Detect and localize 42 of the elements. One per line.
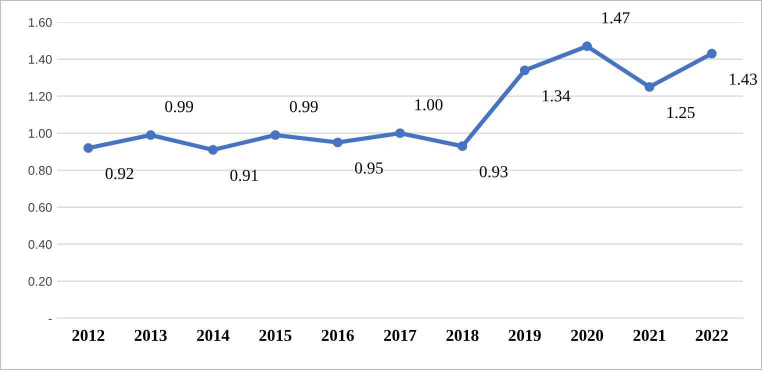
text: 1.47: [602, 12, 630, 24]
text: 1.34: [542, 90, 570, 102]
x-tick-label: 2016: [322, 330, 354, 342]
x-tick-label: 2015: [259, 330, 292, 342]
text: 0.99: [290, 100, 318, 112]
x-tick-label: 2022: [696, 330, 728, 342]
y-tick-label: 0.40: [28, 240, 52, 249]
y-tick-label: 0.60: [28, 203, 52, 212]
y-tick-label: 0.80: [28, 166, 52, 175]
y-tick-label: -: [48, 318, 52, 320]
text: 0.93: [480, 166, 508, 178]
text: 1.25: [668, 106, 695, 118]
point: [520, 65, 530, 76]
x-tick-label: 2014: [197, 330, 230, 342]
x-tick-label: 2012: [72, 330, 104, 342]
y-tick-label: 1.60: [28, 18, 52, 27]
point: [458, 141, 468, 152]
point: [270, 130, 280, 140]
x-tick-label: 2020: [571, 330, 604, 342]
text: 0.92: [106, 168, 134, 180]
text: 0.91: [230, 170, 258, 182]
point: [83, 143, 94, 153]
y-tick-label: 1.00: [28, 129, 52, 138]
text: 1.43: [730, 74, 757, 85]
text: 0.95: [355, 162, 383, 174]
y-tick-label: 0.20: [28, 277, 52, 286]
point: [146, 130, 156, 140]
x-tick-label: 2018: [446, 330, 479, 342]
y-tick-label: 1.20: [28, 92, 52, 101]
x-tick-label: 2019: [508, 330, 541, 342]
x-tick-label: 2013: [134, 330, 167, 342]
point: [208, 144, 218, 155]
point: [395, 128, 405, 138]
point: [332, 138, 343, 148]
point: [706, 48, 717, 59]
point: [644, 82, 654, 92]
point: [582, 41, 592, 52]
x-tick-label: 2017: [384, 330, 416, 342]
x-tick-label: 2021: [633, 330, 666, 342]
y-tick-label: 1.40: [28, 55, 52, 64]
text: 1.00: [415, 99, 442, 110]
text: 0.99: [165, 100, 194, 112]
